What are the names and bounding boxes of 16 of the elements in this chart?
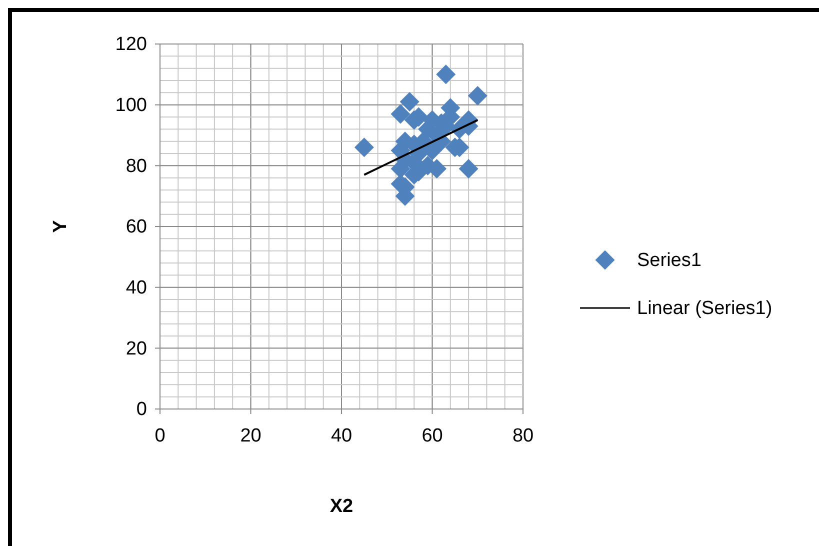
y-tick-label: 40 — [126, 277, 147, 298]
y-tick-label: 80 — [126, 156, 147, 177]
y-tick-label: 20 — [126, 338, 147, 360]
x-tick-label: 20 — [240, 425, 262, 446]
x-tick-label: 60 — [422, 425, 443, 446]
x-tick-label: 80 — [512, 425, 534, 446]
y-axis-title: Y — [50, 220, 71, 233]
x-tick-label: 0 — [154, 425, 166, 446]
y-tick-label: 120 — [115, 34, 147, 56]
x-axis-title: X2 — [330, 496, 354, 517]
y-tick-label: 0 — [136, 399, 147, 420]
legend-label: Linear (Series1) — [637, 298, 772, 319]
y-tick-label: 60 — [126, 216, 147, 238]
x-tick-label: 40 — [330, 425, 352, 446]
y-tick-label: 100 — [115, 94, 147, 116]
legend-label: Series1 — [637, 250, 702, 271]
